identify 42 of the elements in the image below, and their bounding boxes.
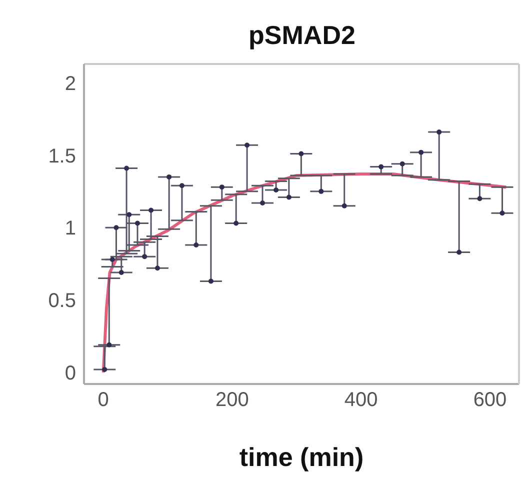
point bbox=[194, 242, 199, 248]
point bbox=[244, 142, 250, 148]
point bbox=[208, 278, 214, 284]
point bbox=[219, 184, 224, 190]
point bbox=[166, 174, 172, 180]
x-tick-label: 200 bbox=[216, 389, 249, 412]
x-axis-title: time (min) bbox=[239, 442, 364, 472]
point bbox=[260, 200, 266, 206]
point bbox=[134, 220, 140, 226]
point bbox=[456, 250, 462, 255]
point bbox=[342, 203, 347, 208]
y-tick-label: 1.5 bbox=[48, 145, 76, 168]
x-tick-label: 400 bbox=[344, 389, 378, 412]
point bbox=[400, 161, 405, 166]
point bbox=[234, 220, 239, 226]
point bbox=[286, 194, 292, 200]
chart-title: pSMAD2 bbox=[248, 20, 356, 51]
point bbox=[477, 196, 482, 202]
y-tick-label: 1 bbox=[64, 218, 76, 240]
point bbox=[378, 164, 384, 170]
point bbox=[436, 130, 442, 135]
point bbox=[298, 151, 304, 156]
y-tick-label: 0 bbox=[64, 362, 76, 385]
point bbox=[114, 225, 119, 230]
y-tick-label: 2 bbox=[64, 72, 76, 95]
point bbox=[126, 212, 132, 218]
x-tick-label: 0 bbox=[98, 389, 109, 412]
point bbox=[179, 183, 184, 188]
point bbox=[318, 188, 324, 194]
point bbox=[110, 256, 115, 262]
point bbox=[274, 187, 279, 192]
point bbox=[102, 367, 108, 372]
y-tick-label: 0.5 bbox=[48, 290, 76, 312]
point bbox=[118, 270, 124, 276]
point bbox=[106, 342, 112, 348]
point bbox=[154, 266, 160, 271]
point bbox=[148, 208, 154, 213]
point bbox=[142, 254, 148, 260]
point bbox=[124, 166, 130, 171]
x-tick-label: 600 bbox=[473, 389, 507, 412]
point bbox=[500, 210, 505, 216]
point bbox=[418, 150, 424, 155]
